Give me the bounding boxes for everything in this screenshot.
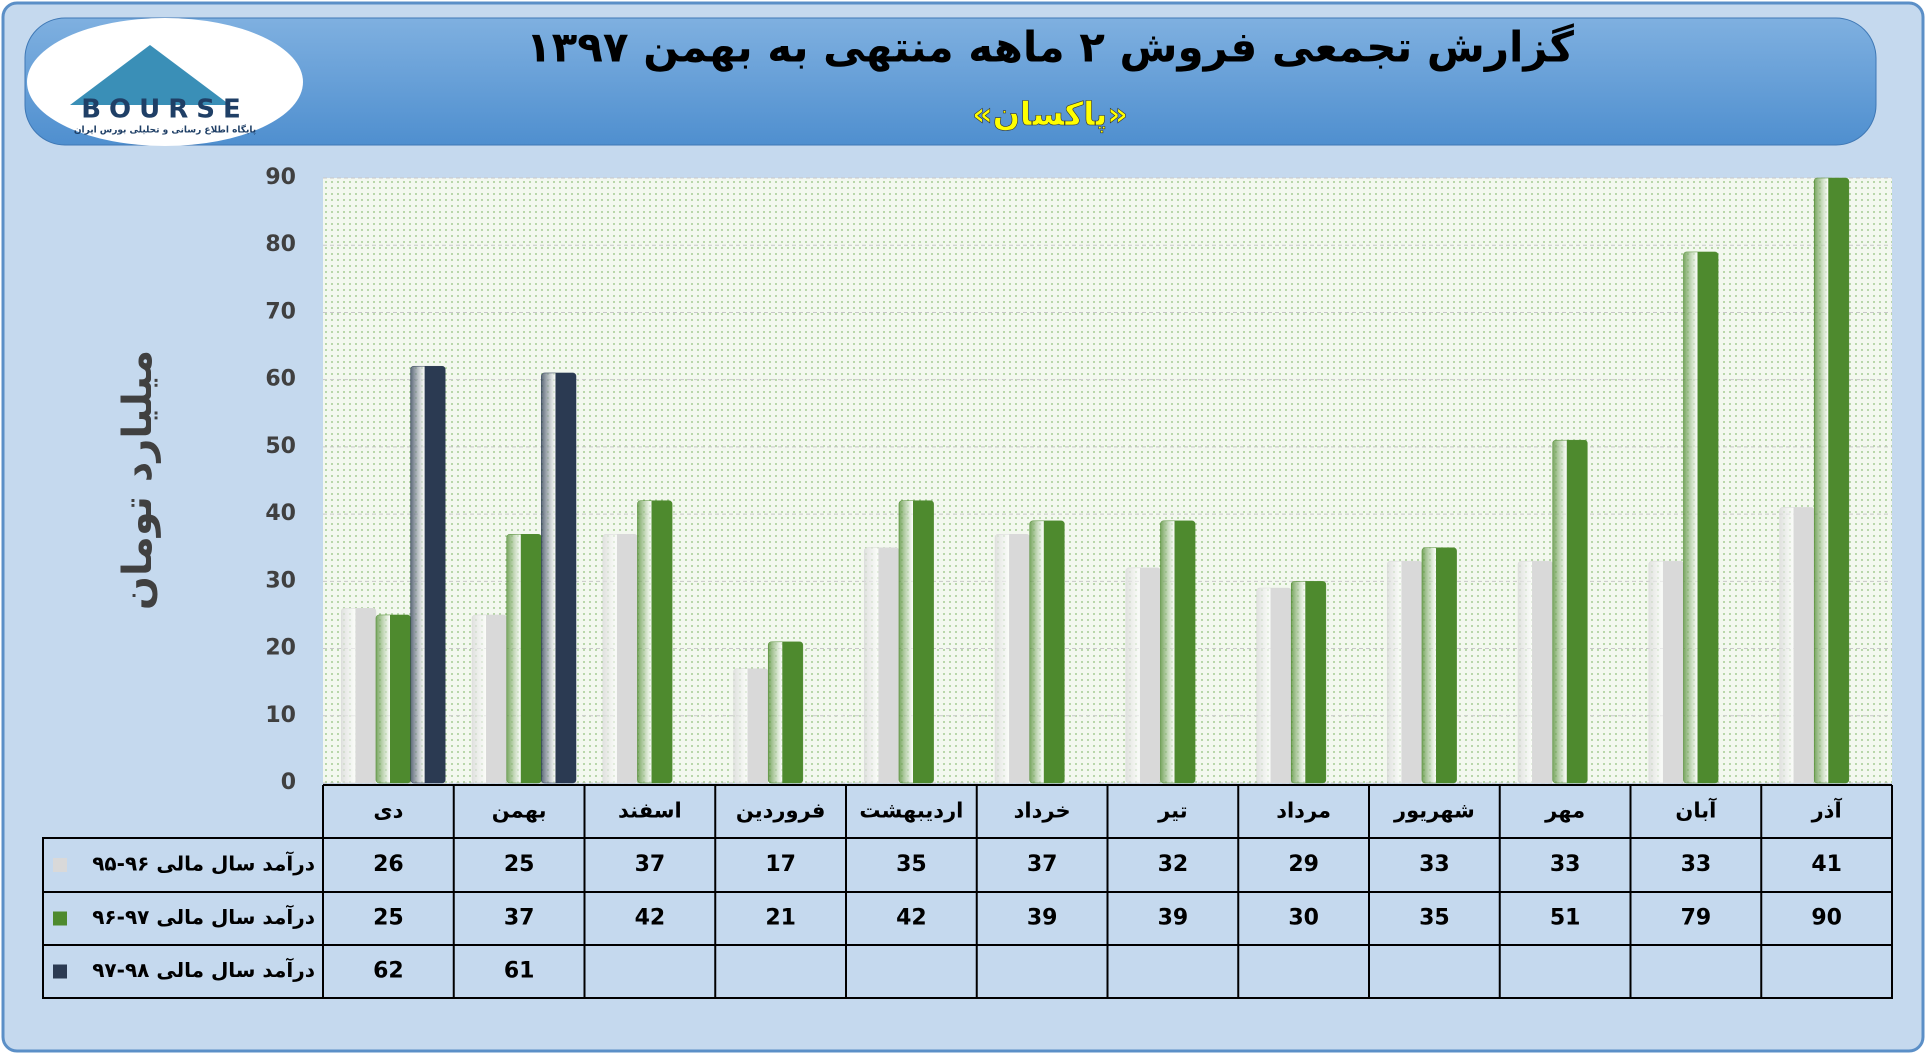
data-label: 25 [504, 852, 535, 877]
data-label: 17 [765, 852, 796, 877]
data-label: 30 [1288, 906, 1319, 931]
x-tick-label: اردیبهشت [859, 799, 963, 823]
bar [1256, 587, 1292, 784]
logo-icon [70, 45, 230, 105]
bar [1517, 560, 1553, 784]
chart-subtitle: «پاکسان» [972, 95, 1128, 133]
bar [1648, 560, 1684, 784]
bar [1552, 439, 1588, 784]
bar [471, 614, 507, 784]
y-tick-label: 20 [265, 636, 296, 661]
legend-key [53, 858, 67, 872]
bar [541, 372, 577, 784]
data-label: 39 [1158, 906, 1189, 931]
plot-area [323, 178, 1892, 783]
y-tick-label: 0 [281, 770, 296, 795]
data-label: 62 [373, 959, 404, 984]
bar [341, 607, 377, 784]
data-label: 32 [1158, 852, 1189, 877]
data-label: 90 [1811, 906, 1842, 931]
bar [1029, 520, 1065, 784]
bar [1290, 581, 1327, 784]
data-label: 33 [1550, 852, 1581, 877]
x-tick-label: بهمن [492, 799, 547, 823]
logo-name: BOURSE [81, 95, 249, 125]
data-label: 37 [1027, 852, 1058, 877]
legend-key [53, 964, 67, 979]
bar [637, 500, 673, 784]
x-tick-label: مرداد [1276, 799, 1331, 823]
data-label: 33 [1681, 852, 1712, 877]
data-label: 25 [373, 906, 404, 931]
y-tick-label: 10 [265, 703, 296, 728]
y-tick-label: 90 [265, 165, 296, 190]
x-tick-label: دی [373, 799, 403, 823]
y-axis-label: میلیارد تومان [115, 350, 161, 610]
data-label: 42 [896, 906, 927, 931]
x-tick-label: فروردین [736, 799, 826, 823]
legend-label: درآمد سال مالی ۹۶-۹۵ [92, 851, 315, 876]
bar [1387, 560, 1423, 784]
x-tick-label: خرداد [1014, 799, 1071, 823]
bar [1125, 567, 1161, 784]
x-tick-label: شهریور [1393, 799, 1475, 823]
bar [898, 500, 934, 784]
y-tick-label: 40 [265, 501, 296, 526]
bar [864, 547, 900, 784]
x-tick-label: آذر [1811, 798, 1843, 823]
legend-label: درآمد سال مالی ۹۷-۹۶ [92, 904, 315, 929]
bar [602, 534, 638, 784]
data-label: 37 [504, 906, 535, 931]
y-tick-label: 70 [265, 299, 296, 324]
bar [1160, 520, 1196, 784]
y-tick-label: 60 [265, 367, 296, 392]
chart-title: گزارش تجمعی فروش ۲ ماهه منتهی به بهمن ۱۳… [526, 23, 1574, 73]
y-tick-label: 50 [265, 434, 296, 459]
data-label: 41 [1811, 852, 1842, 877]
y-tick-label: 80 [265, 232, 296, 257]
data-label: 33 [1419, 852, 1450, 877]
x-tick-label: آبان [1675, 798, 1717, 823]
data-label: 35 [896, 852, 927, 877]
table-bg [42, 837, 1893, 999]
bar [994, 534, 1030, 784]
data-label: 35 [1419, 906, 1450, 931]
bar [1421, 547, 1457, 784]
bar [767, 641, 804, 784]
bar [1683, 251, 1719, 784]
x-tick-label: مهر [1544, 799, 1585, 823]
data-label: 51 [1550, 906, 1581, 931]
x-tick-label: تیر [1157, 799, 1188, 823]
bar [375, 614, 411, 784]
data-label: 42 [635, 906, 666, 931]
legend-key [53, 911, 67, 926]
data-label: 79 [1681, 906, 1712, 931]
x-tick-label: اسفند [618, 799, 682, 823]
data-label: 26 [373, 852, 404, 877]
data-label: 39 [1027, 906, 1058, 931]
bar [733, 668, 769, 784]
bar [410, 365, 446, 784]
bar [506, 534, 542, 784]
data-label: 21 [765, 906, 796, 931]
data-label: 37 [635, 852, 666, 877]
logo-tagline: پایگاه اطلاع رسانی و تحلیلی بورس ایران [74, 124, 256, 136]
bar [1813, 177, 1850, 784]
y-tick-label: 30 [265, 568, 296, 593]
header-band [24, 17, 1877, 146]
data-label: 61 [504, 959, 535, 984]
data-label: 29 [1288, 852, 1319, 877]
bar [1779, 507, 1815, 784]
legend-label: درآمد سال مالی ۹۸-۹۷ [92, 957, 315, 982]
